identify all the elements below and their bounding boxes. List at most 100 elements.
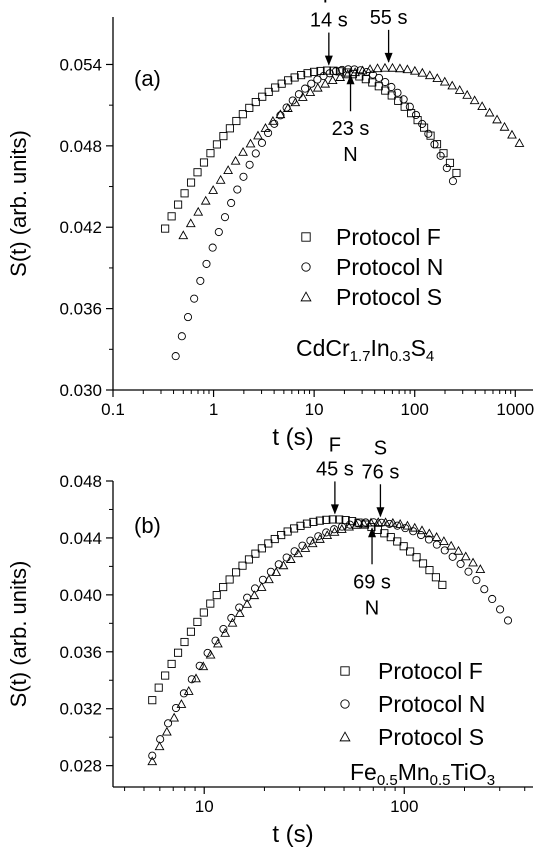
- data-point-square: [412, 553, 421, 562]
- data-point-triangle: [290, 97, 301, 107]
- data-point-triangle: [432, 73, 443, 83]
- y-tick-label: 0.036: [59, 643, 102, 662]
- data-point-circle: [337, 522, 347, 531]
- data-point-square: [438, 580, 447, 589]
- x-axis-title: t (s): [272, 424, 313, 451]
- peak-annotation: 69 s N: [353, 527, 391, 619]
- formula-part: In: [371, 335, 390, 361]
- x-tick-label: 1000: [496, 400, 534, 419]
- data-point-square: [219, 583, 228, 592]
- annotation-time: 14 s: [310, 10, 348, 32]
- data-point-triangle: [185, 218, 196, 228]
- data-point-triangle: [438, 536, 449, 545]
- data-point-square: [445, 158, 455, 167]
- formula-part: CdCr: [296, 335, 350, 361]
- data-point-square: [238, 561, 247, 570]
- data-point-square: [154, 683, 163, 692]
- legend-marker-circle: [340, 699, 350, 709]
- data-point-circle: [411, 110, 421, 119]
- data-point-square: [452, 168, 461, 178]
- material-formula: Fe0.5Mn0.5TiO3: [350, 759, 495, 789]
- data-point-triangle: [469, 95, 480, 105]
- data-point-circle: [251, 149, 260, 158]
- x-tick-label: 100: [401, 400, 429, 419]
- annotation-arrowhead: [384, 52, 393, 63]
- y-tick-label: 0.036: [59, 300, 102, 319]
- data-point-square: [309, 517, 318, 526]
- data-point-square: [303, 69, 312, 78]
- data-point-square: [257, 544, 266, 553]
- data-point-triangle: [215, 174, 226, 184]
- material-formula: CdCr1.7In0.3S4: [296, 335, 434, 365]
- data-point-square: [393, 537, 402, 546]
- formula-part: TiO: [451, 759, 487, 785]
- data-point-square: [374, 82, 383, 91]
- data-point-square: [297, 71, 306, 80]
- legend-label: Protocol N: [378, 691, 485, 717]
- data-point-triangle: [453, 545, 464, 555]
- data-point-square: [302, 519, 312, 528]
- data-point-triangle: [336, 524, 347, 533]
- annotation-protocol: N: [343, 144, 357, 166]
- legend-marker-triangle: [300, 291, 312, 302]
- data-point-circle: [503, 616, 513, 625]
- annotation-arrowhead: [368, 527, 377, 538]
- y-tick-label: 0.030: [59, 381, 102, 400]
- data-point-square: [258, 92, 267, 101]
- formula-part: Fe: [350, 759, 377, 785]
- data-point-circle: [266, 567, 275, 576]
- data-point-circle: [171, 352, 180, 361]
- annotation-arrowhead: [330, 504, 339, 515]
- annotation-protocol: N: [365, 597, 379, 619]
- data-point-circle: [183, 313, 193, 322]
- data-point-triangle: [365, 64, 375, 73]
- data-point-square: [212, 140, 221, 149]
- data-point-triangle: [191, 673, 201, 683]
- data-point-triangle: [484, 107, 495, 117]
- formula-part: S: [411, 335, 426, 361]
- data-point-square: [381, 86, 390, 95]
- data-point-square: [328, 515, 337, 524]
- annotation-arrowhead: [376, 507, 385, 518]
- data-point-triangle: [402, 520, 413, 530]
- data-point-triangle: [372, 63, 383, 73]
- data-point-circle: [274, 560, 283, 569]
- data-point-square: [386, 533, 395, 542]
- data-point-triangle: [300, 543, 311, 552]
- data-point-circle: [307, 79, 316, 88]
- data-point-triangle: [245, 138, 256, 148]
- legend-marker-square: [340, 666, 350, 676]
- legend-label: Protocol S: [336, 284, 442, 310]
- data-point-square: [174, 648, 183, 657]
- data-point-circle: [187, 675, 196, 684]
- data-point-triangle: [275, 109, 286, 119]
- data-point-triangle: [249, 590, 260, 600]
- data-point-circle: [387, 82, 396, 92]
- data-point-square: [315, 516, 324, 525]
- data-point-circle: [401, 524, 410, 533]
- data-point-circle: [220, 213, 230, 222]
- data-point-triangle: [454, 85, 465, 94]
- data-point-circle: [393, 88, 402, 97]
- data-point-circle: [385, 519, 394, 528]
- x-axis-title: t (s): [272, 821, 313, 848]
- data-point-circle: [464, 567, 473, 576]
- data-point-circle: [399, 95, 408, 104]
- data-point-triangle: [351, 519, 362, 529]
- series-circle: [171, 65, 458, 361]
- peak-annotation: F45 s: [316, 434, 354, 515]
- y-axis-title: S(t) (arb. units): [6, 130, 31, 277]
- data-point-square: [193, 168, 202, 177]
- data-point-triangle: [212, 638, 223, 648]
- data-point-triangle: [178, 230, 189, 240]
- data-point-circle: [472, 576, 481, 585]
- data-point-triangle: [329, 526, 340, 536]
- data-point-circle: [314, 532, 323, 541]
- data-point-triangle: [335, 72, 346, 81]
- data-point-square: [161, 671, 170, 680]
- data-point-triangle: [305, 87, 316, 96]
- data-point-square: [212, 591, 221, 600]
- x-tick-label: 10: [195, 797, 214, 816]
- annotation-arrowhead: [324, 55, 333, 66]
- data-point-circle: [313, 75, 322, 84]
